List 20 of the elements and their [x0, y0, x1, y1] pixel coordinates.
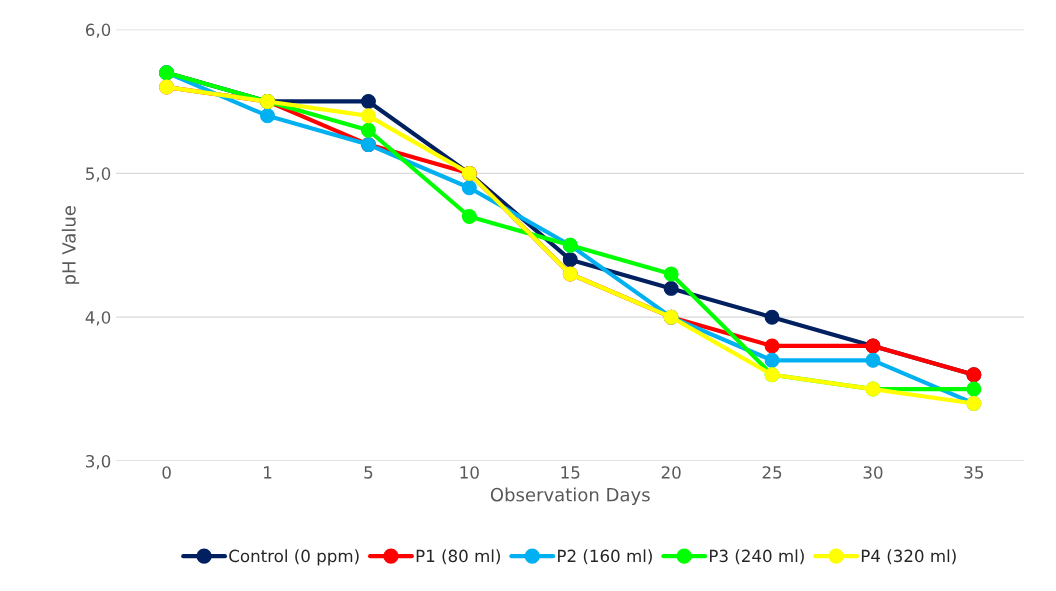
x-tick-label: 5 — [364, 466, 373, 479]
x-tick-label: 10 — [460, 466, 479, 479]
legend-label: P3 (240 ml) — [709, 549, 804, 565]
y-tick-label: 5,0 — [86, 167, 111, 182]
legend-label: P1 (80 ml) — [416, 549, 500, 565]
y-tick-label: 4,0 — [85, 311, 111, 326]
x-tick-label: 25 — [762, 466, 782, 479]
x-tick-label: 20 — [661, 466, 681, 479]
x-tick-label: 30 — [863, 466, 883, 479]
y-tick-label: 6,0 — [85, 23, 111, 38]
legend-label: P4 (320 ml) — [861, 549, 956, 565]
x-tick-label: 15 — [561, 466, 580, 479]
x-tick-label: 0 — [162, 466, 171, 479]
x-axis-title: Observation Days — [490, 487, 650, 505]
x-tick-label: 35 — [964, 466, 984, 479]
y-axis-title: pH Value — [61, 206, 80, 284]
x-tick-label: 1 — [264, 466, 272, 479]
legend-label: P2 (160 ml) — [558, 549, 652, 565]
legend-label: Control (0 ppm) — [229, 549, 359, 566]
y-tick-label: 3,0 — [86, 454, 111, 470]
